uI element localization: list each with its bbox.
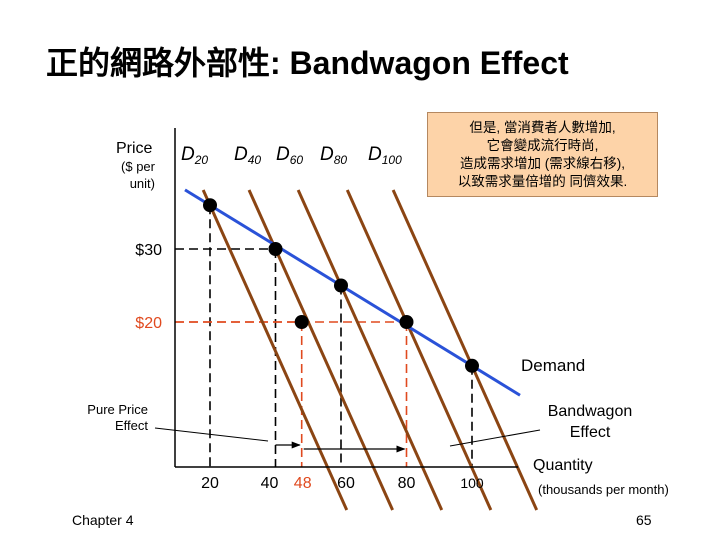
curve-label-d60: D60: [276, 144, 303, 167]
pure-price-effect-label: Pure Price: [87, 402, 148, 417]
x-tick-label: 20: [201, 475, 219, 492]
note-box: 但是, 當消費者人數增加, 它會變成流行時尚, 造成需求增加 (需求線右移), …: [427, 112, 658, 197]
x-axis-sublabel: (thousands per month): [538, 482, 669, 497]
demand-curve-d100: [391, 189, 539, 511]
equilibrium-point: [203, 198, 217, 213]
x-tick-label: 40: [261, 475, 279, 492]
slide-title: 正的網路外部性: Bandwagon Effect: [46, 45, 569, 81]
y-axis-sublabel: ($ per: [121, 159, 156, 174]
bandwagon-effect-label: Bandwagon: [548, 403, 633, 420]
equilibrium-point: [399, 315, 414, 329]
x-tick-label: 60: [337, 475, 355, 492]
demand-curve-d60: [296, 189, 444, 511]
chapter-label: Chapter 4: [72, 512, 134, 528]
chart-labels-layer: Demand D20 D40 D60 D80 D100 Price ($ per unit) $3…: [87, 140, 669, 497]
demand-label: Demand: [521, 356, 585, 375]
y-tick-label: $20: [135, 315, 162, 332]
bandwagon-effect-label: Effect: [570, 424, 611, 441]
curve-label-d40: D40: [234, 144, 261, 167]
curve-label-d100: D100: [368, 144, 402, 167]
curve-label-d20: D20: [181, 144, 208, 167]
demand-curve-d80: [345, 189, 493, 511]
note-line: 造成需求增加 (需求線右移),: [460, 156, 625, 171]
market-demand-line: [184, 188, 521, 397]
equilibrium-point: [268, 242, 283, 256]
equilibrium-point: [294, 315, 309, 329]
annotation-leader: [154, 427, 269, 442]
note-line: 但是, 當消費者人數增加,: [469, 120, 616, 135]
annotation-leader: [449, 429, 541, 447]
x-axis-label: Quantity: [533, 457, 593, 474]
curve-label-d80: D80: [320, 144, 347, 167]
equilibrium-points-layer: [203, 198, 479, 373]
equilibrium-point: [334, 278, 348, 293]
axes-layer: [174, 128, 518, 468]
y-axis-label: Price: [116, 140, 153, 157]
demand-curve-d20: [201, 189, 349, 511]
demand-curves-layer: [184, 188, 539, 511]
y-tick-label: $30: [135, 242, 162, 259]
y-axis-sublabel: unit): [130, 176, 155, 191]
note-line: 以致需求量倍增的 同儕效果.: [457, 174, 628, 189]
x-tick-label: 100: [460, 475, 484, 491]
page-number: 65: [636, 512, 652, 528]
note-line: 它會變成流行時尚,: [486, 138, 599, 153]
pure-price-effect-label: Effect: [115, 418, 148, 433]
equilibrium-point: [465, 358, 479, 373]
x-tick-label: 48: [294, 475, 312, 492]
guide-lines-layer: [175, 205, 473, 467]
x-tick-label: 80: [398, 475, 416, 492]
